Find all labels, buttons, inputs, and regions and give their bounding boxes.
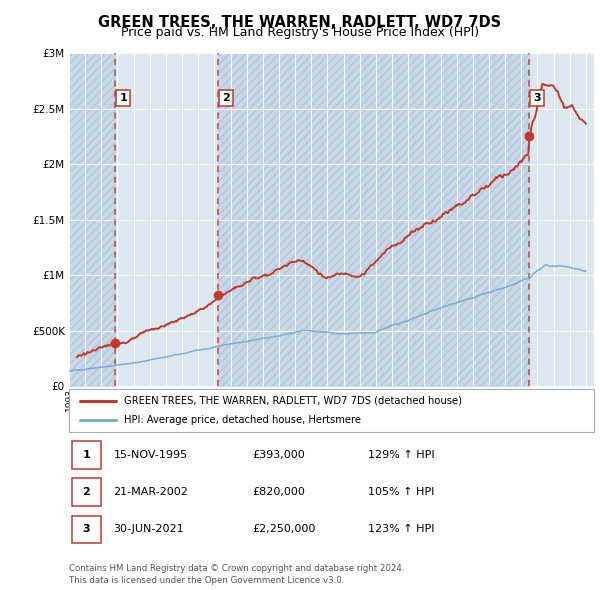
FancyBboxPatch shape xyxy=(71,516,101,543)
Text: 1: 1 xyxy=(82,450,90,460)
Text: 15-NOV-1995: 15-NOV-1995 xyxy=(113,450,188,460)
Text: £2,250,000: £2,250,000 xyxy=(253,525,316,534)
Text: Price paid vs. HM Land Registry's House Price Index (HPI): Price paid vs. HM Land Registry's House … xyxy=(121,26,479,39)
FancyBboxPatch shape xyxy=(71,441,101,468)
Text: £820,000: £820,000 xyxy=(253,487,305,497)
Text: 123% ↑ HPI: 123% ↑ HPI xyxy=(368,525,435,534)
Text: 3: 3 xyxy=(533,93,541,103)
Text: 3: 3 xyxy=(82,525,90,534)
Text: GREEN TREES, THE WARREN, RADLETT, WD7 7DS (detached house): GREEN TREES, THE WARREN, RADLETT, WD7 7D… xyxy=(124,396,462,406)
Text: 2: 2 xyxy=(222,93,230,103)
FancyBboxPatch shape xyxy=(71,478,101,506)
Text: 129% ↑ HPI: 129% ↑ HPI xyxy=(368,450,435,460)
Text: This data is licensed under the Open Government Licence v3.0.: This data is licensed under the Open Gov… xyxy=(69,576,344,585)
Bar xyxy=(218,53,529,386)
Text: HPI: Average price, detached house, Hertsmere: HPI: Average price, detached house, Hert… xyxy=(124,415,361,425)
Text: 105% ↑ HPI: 105% ↑ HPI xyxy=(368,487,434,497)
Bar xyxy=(69,53,115,386)
Text: £393,000: £393,000 xyxy=(253,450,305,460)
Text: GREEN TREES, THE WARREN, RADLETT, WD7 7DS: GREEN TREES, THE WARREN, RADLETT, WD7 7D… xyxy=(98,15,502,30)
Text: 30-JUN-2021: 30-JUN-2021 xyxy=(113,525,184,534)
Text: Contains HM Land Registry data © Crown copyright and database right 2024.: Contains HM Land Registry data © Crown c… xyxy=(69,565,404,573)
FancyBboxPatch shape xyxy=(69,389,594,432)
Text: 1: 1 xyxy=(119,93,127,103)
Text: 21-MAR-2002: 21-MAR-2002 xyxy=(113,487,188,497)
Text: 2: 2 xyxy=(82,487,90,497)
